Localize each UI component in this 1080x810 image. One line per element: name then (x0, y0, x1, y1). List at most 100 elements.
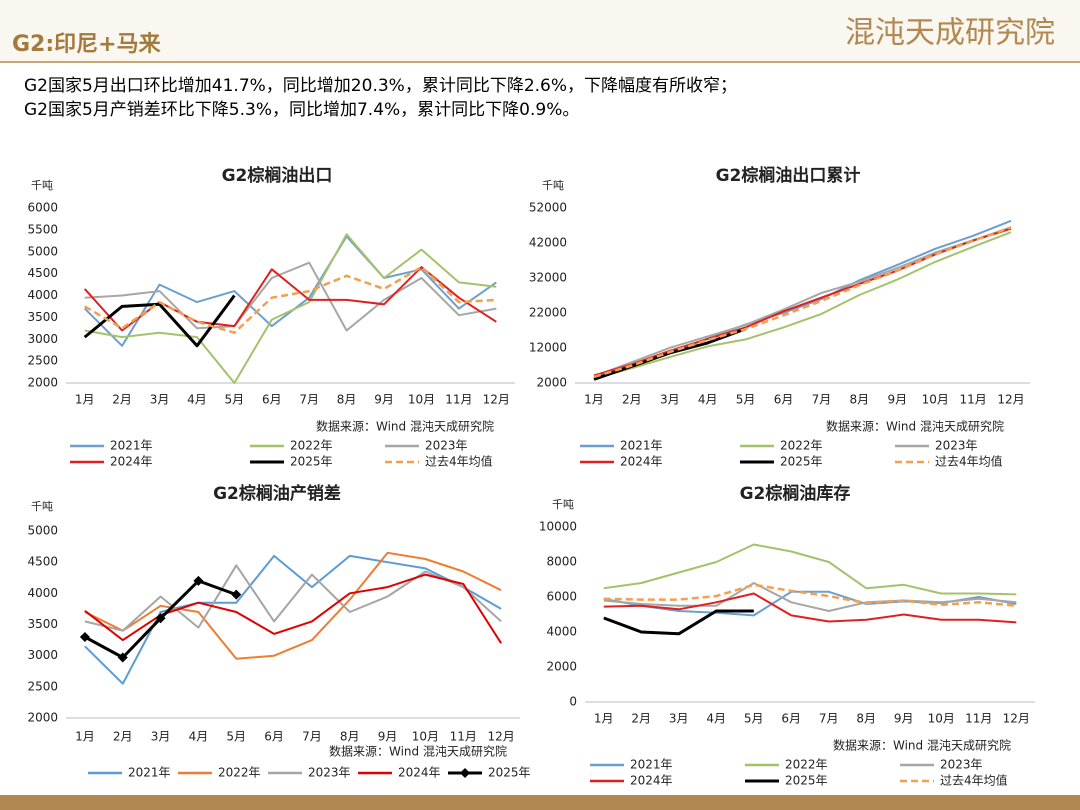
legend-label: 2021年 (128, 766, 171, 780)
x-tick-label: 10月 (928, 712, 955, 726)
x-tick-label: 2月 (622, 393, 642, 407)
x-tick-label: 5月 (225, 393, 245, 407)
x-tick-label: 6月 (264, 730, 284, 744)
x-tick-label: 11月 (959, 393, 986, 407)
unit-label: 千吨 (31, 179, 53, 192)
chart-title: G2棕榈油产销差 (213, 483, 341, 504)
series-line (593, 226, 1012, 378)
chart-title: G2棕榈油库存 (740, 483, 851, 504)
y-tick-label: 2000 (27, 711, 58, 725)
x-tick-label: 8月 (856, 712, 876, 726)
y-tick-label: 4000 (27, 288, 58, 302)
x-tick-label: 9月 (887, 393, 907, 407)
x-tick-label: 10月 (922, 393, 949, 407)
x-tick-label: 3月 (151, 730, 171, 744)
legend-label: 2023年 (935, 439, 978, 453)
x-tick-label: 3月 (660, 393, 680, 407)
y-tick-label: 6000 (27, 201, 58, 215)
y-tick-label: 2000 (546, 660, 577, 674)
series-line (83, 294, 236, 348)
legend-label: 2023年 (425, 439, 468, 453)
series-line (603, 543, 1017, 596)
legend-label: 2021年 (110, 439, 153, 453)
logo: 混沌天成研究院 (845, 16, 1055, 51)
legend-label: 2022年 (785, 758, 828, 772)
series-line (84, 265, 497, 334)
x-tick-label: 2月 (112, 393, 132, 407)
x-tick-label: 10月 (408, 393, 435, 407)
x-tick-label: 1月 (594, 712, 614, 726)
y-tick-label: 4500 (27, 266, 58, 280)
legend-label: 2021年 (630, 758, 673, 772)
chart-title: G2棕榈油出口 (222, 165, 333, 186)
y-tick-label: 8000 (546, 555, 577, 569)
x-tick-label: 5月 (226, 730, 246, 744)
legend-label: 2022年 (218, 766, 261, 780)
legend-label: 过去4年均值 (425, 454, 493, 469)
series-line (603, 592, 1017, 624)
marker (117, 652, 128, 663)
header-title: G2:印尼+马来 (12, 32, 162, 57)
x-tick-label: 6月 (774, 393, 794, 407)
legend-label: 2025年 (785, 774, 828, 788)
y-tick-label: 2500 (27, 679, 58, 693)
summary-line: G2国家5月出口环比增加41.7%，同比增加20.3%，累计同比下降2.6%，下… (24, 76, 737, 96)
x-tick-label: 11月 (445, 393, 472, 407)
unit-label: 千吨 (31, 500, 53, 513)
y-tick-label: 52000 (529, 201, 567, 215)
legend-label: 2023年 (308, 766, 351, 780)
legend-label: 2023年 (940, 758, 983, 772)
x-tick-label: 6月 (781, 712, 801, 726)
footer-band (0, 795, 1080, 810)
unit-label: 千吨 (552, 498, 574, 511)
x-tick-label: 9月 (374, 393, 394, 407)
x-tick-label: 3月 (150, 393, 170, 407)
legend-label: 过去4年均值 (940, 773, 1008, 788)
summary-line: G2国家5月产销差环比下降5.3%，同比增加7.4%，累计同比下降0.9%。 (24, 100, 579, 120)
series-line (84, 573, 502, 644)
y-tick-label: 3500 (27, 617, 58, 631)
x-tick-label: 5月 (736, 393, 756, 407)
x-tick-label: 2月 (113, 730, 133, 744)
legend-label: 2022年 (780, 439, 823, 453)
legend-label: 2021年 (620, 439, 663, 453)
x-tick-label: 7月 (812, 393, 832, 407)
x-tick-label: 12月 (487, 730, 514, 744)
x-tick-label: 2月 (631, 712, 651, 726)
series-line (83, 266, 497, 332)
x-tick-label: 12月 (1003, 712, 1030, 726)
marker (193, 575, 204, 586)
source-note: 数据来源：Wind 混沌天成研究院 (329, 744, 507, 759)
y-tick-label: 5000 (27, 244, 58, 258)
legend-label: 2024年 (398, 766, 441, 780)
series-line (593, 231, 1012, 380)
series-line (84, 551, 502, 660)
y-tick-label: 2500 (27, 354, 58, 368)
x-tick-label: 8月 (850, 393, 870, 407)
x-tick-label: 9月 (378, 730, 398, 744)
marker (155, 613, 166, 624)
y-tick-label: 42000 (529, 236, 567, 250)
unit-label: 千吨 (542, 179, 564, 192)
y-tick-label: 12000 (529, 341, 567, 355)
x-tick-label: 1月 (75, 393, 95, 407)
y-tick-label: 4000 (546, 625, 577, 639)
header-band (0, 0, 1080, 62)
series-line (603, 583, 1017, 608)
source-note: 数据来源：Wind 混沌天成研究院 (316, 419, 494, 434)
series-line (593, 226, 1012, 379)
y-tick-label: 0 (569, 695, 577, 709)
source-note: 数据来源：Wind 混沌天成研究院 (826, 419, 1004, 434)
y-tick-label: 2000 (536, 376, 567, 390)
x-tick-label: 7月 (819, 712, 839, 726)
x-tick-label: 12月 (997, 393, 1024, 407)
x-tick-label: 3月 (669, 712, 689, 726)
y-tick-label: 3500 (27, 310, 58, 324)
chart-title: G2棕榈油出口累计 (716, 165, 861, 186)
x-tick-label: 1月 (584, 393, 604, 407)
series-line (84, 564, 502, 632)
x-tick-label: 1月 (75, 730, 95, 744)
x-tick-label: 12月 (483, 393, 510, 407)
y-tick-label: 2000 (27, 376, 58, 390)
